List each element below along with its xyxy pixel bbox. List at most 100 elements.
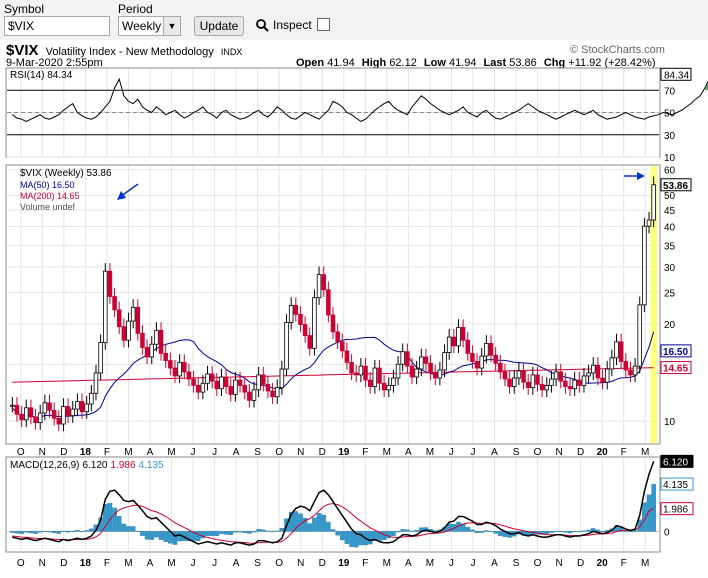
candle-body (172, 367, 178, 377)
candle-body (228, 386, 234, 395)
candle-body (195, 385, 201, 393)
macd-line (12, 461, 655, 546)
macd-legend: MACD(12,26,9) 6.120 1.986 4.135 (10, 460, 164, 471)
candle-body (572, 379, 577, 390)
period-select[interactable]: Weekly ▼ (118, 16, 181, 36)
candle-body (149, 343, 155, 358)
macd-hist-bar (479, 531, 484, 533)
macd-hist-bar (507, 531, 512, 538)
price-tick-label: 60 (664, 166, 676, 177)
macd-hist-bar (586, 529, 591, 532)
macd-hist-bar (65, 531, 71, 533)
x-tick-label: O (17, 558, 25, 569)
macd-hist-bar (512, 531, 517, 537)
volume-legend: Volume undef (20, 202, 76, 212)
macd-hist-bar (177, 531, 182, 542)
macd-hist-bar (470, 529, 475, 532)
macd-hist-bar (558, 531, 563, 533)
macd-hist-bar (121, 523, 127, 532)
rsi-tick-label: 10 (664, 153, 676, 164)
x-tick-label: D (60, 558, 67, 569)
macd-hist-bar (539, 531, 545, 535)
macd-hist-bar (168, 531, 173, 544)
macd-hist-bar (405, 529, 410, 532)
x-tick-label: A (233, 558, 240, 569)
rsi-panel (5, 67, 661, 158)
inspect-checkbox[interactable] (317, 18, 330, 31)
macd-hist-bar (498, 531, 503, 536)
chart-title: $VIX Volatility Index - New Methodology … (6, 42, 242, 59)
macd-hist-bar (614, 525, 619, 532)
macd-hist-bar (103, 504, 108, 532)
candle-body (144, 347, 150, 358)
candle-body (563, 380, 568, 387)
search-icon (256, 19, 269, 32)
price-tick-label: 45 (664, 206, 676, 217)
candle-body (530, 374, 536, 389)
ma200-legend: MA(200) 14.65 (20, 191, 80, 201)
macd-hist-bar (437, 529, 443, 532)
macd-hist-bar (349, 531, 354, 547)
macd-hist-bar (112, 507, 117, 532)
candle-body (484, 343, 489, 357)
arrow-icon (624, 172, 645, 180)
macd-hist-bar (84, 530, 89, 532)
candle-body (549, 378, 554, 386)
candle-body (103, 270, 108, 344)
macd-hist-bar (595, 529, 601, 532)
candle-body (340, 341, 345, 352)
macd-hist-bar (154, 531, 159, 538)
candle-body (70, 408, 75, 417)
macd-hist-bar (116, 516, 122, 532)
x-tick-label: M (383, 447, 391, 458)
x-tick-label: J (212, 447, 217, 458)
candle-body (600, 377, 605, 383)
last-bar-highlight (650, 166, 657, 443)
macd-tick-label: 0 (664, 527, 670, 538)
macd-hist-bar (642, 502, 647, 532)
ma50-legend: MA(50) 16.50 (20, 180, 75, 190)
candle-body (460, 327, 466, 341)
symbol-label: Symbol (4, 2, 45, 16)
x-tick-label: J (449, 447, 454, 458)
macd-hist-bar (24, 531, 29, 533)
candle-body (112, 296, 117, 311)
candle-body (56, 418, 62, 425)
update-button[interactable]: Update (194, 16, 244, 36)
symbol-input[interactable] (4, 16, 110, 36)
macd-hist-bar (321, 514, 326, 532)
candle-body (488, 343, 494, 356)
macd-hist-bar (293, 511, 299, 532)
macd-hist-bar (288, 512, 294, 532)
x-tick-label: A (491, 558, 498, 569)
macd-hist-bar (549, 531, 554, 533)
macd-hist-bar (414, 529, 419, 532)
candle-body (544, 385, 550, 391)
macd-hist-bar (223, 531, 229, 535)
macd-hist-bar (307, 523, 313, 532)
candle-body (93, 372, 99, 394)
macd-hist-bar (488, 531, 494, 533)
macd-hist-bar (256, 529, 261, 532)
candle-body (321, 274, 326, 291)
macd-hist-bar (409, 530, 415, 532)
period-value: Weekly (122, 19, 162, 33)
candle-body (539, 383, 545, 391)
candle-body (349, 361, 354, 374)
candle-body (646, 219, 652, 227)
macd-legend-value: 6.120 (82, 460, 107, 471)
hist-value-label-box (660, 477, 694, 491)
x-tick-label: F (621, 447, 627, 458)
candle-body (386, 385, 392, 391)
x-tick-label: O (534, 447, 542, 458)
candle-body (312, 297, 317, 349)
macd-hist-bar (75, 530, 80, 532)
macd-hist-bar (340, 531, 345, 541)
ma200-line (12, 367, 654, 383)
x-tick-label: A (405, 558, 412, 569)
macd-hist-bar (428, 529, 433, 532)
ticker: $VIX (6, 42, 39, 59)
macd-hist-bar (535, 531, 540, 535)
macd-hist-bar (572, 531, 577, 533)
x-tick-label: F (621, 558, 627, 569)
